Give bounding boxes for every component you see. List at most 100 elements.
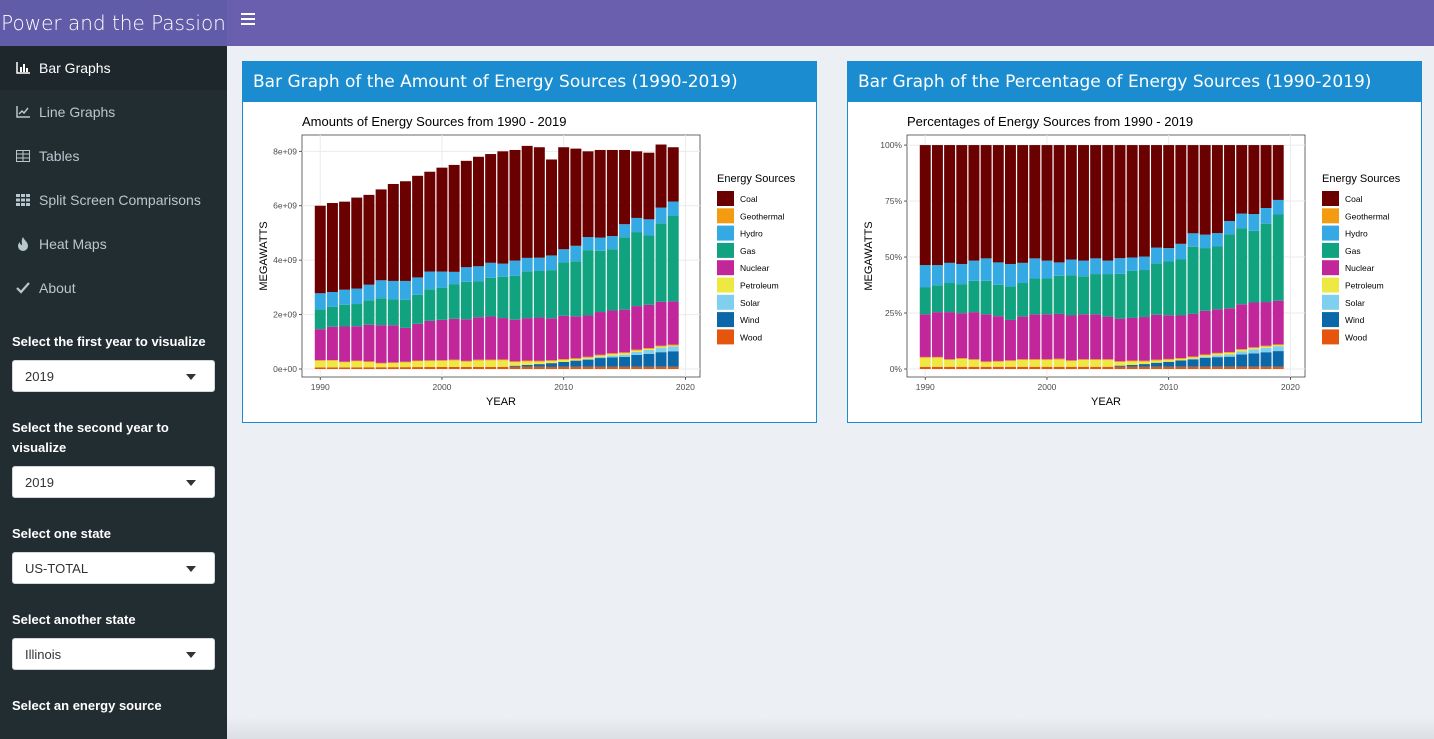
x-tick-label: 1990: [916, 382, 935, 392]
select-value: Illinois: [25, 646, 62, 662]
bar-hydro: [1126, 257, 1138, 271]
bar-wood: [1175, 366, 1187, 369]
y-tick-label: 75%: [885, 196, 902, 206]
bar-coal: [351, 197, 363, 289]
bar-wood: [351, 367, 363, 369]
bar-gas: [351, 304, 363, 327]
bar-gas: [1199, 248, 1211, 311]
bar-petroleum: [980, 362, 992, 367]
bar-petroleum: [521, 361, 533, 365]
bar-petroleum: [594, 355, 606, 357]
state-two-select[interactable]: Illinois: [12, 638, 215, 670]
bar-hydro: [1004, 263, 1016, 287]
bar-petroleum: [1138, 361, 1150, 365]
bar-coal: [1187, 145, 1199, 234]
bar-geothermal: [980, 361, 992, 363]
bar-petroleum: [375, 363, 387, 368]
bar-petroleum: [582, 357, 594, 359]
bar-nuclear: [1211, 309, 1223, 353]
bar-wood: [521, 366, 533, 369]
top-navbar: [227, 0, 1434, 46]
bar-hydro: [1272, 199, 1284, 215]
bar-wood: [594, 366, 606, 369]
x-tick-label: 2010: [1159, 382, 1178, 392]
sidebar-item-tables[interactable]: Tables: [0, 134, 227, 178]
menu-toggle-icon[interactable]: [241, 13, 255, 25]
bar-nuclear: [570, 316, 582, 359]
bar-hydro: [387, 280, 399, 300]
bar-wood: [631, 366, 643, 369]
sidebar-item-bar-graphs[interactable]: Bar Graphs: [0, 46, 227, 90]
legend-label: Petroleum: [1345, 281, 1384, 291]
bar-gas: [1126, 270, 1138, 318]
sidebar-item-heat-maps[interactable]: Heat Maps: [0, 222, 227, 266]
bar-petroleum: [509, 362, 521, 366]
bar-hydro: [980, 258, 992, 281]
bar-gas: [956, 284, 968, 314]
bar-nuclear: [1090, 314, 1102, 360]
sidebar-item-split-screen[interactable]: Split Screen Comparisons: [0, 178, 227, 222]
bar-solar: [1224, 354, 1236, 357]
bar-petroleum: [1090, 360, 1102, 367]
sidebar-item-about[interactable]: About: [0, 266, 227, 310]
bar-gas: [1114, 273, 1126, 319]
legend-label: Petroleum: [740, 281, 779, 291]
bar-geothermal: [1114, 361, 1126, 363]
bar-geothermal: [521, 360, 533, 362]
bar-petroleum: [1211, 353, 1223, 356]
y-tick-label: 8e+09: [273, 146, 297, 156]
bar-hydro: [1187, 233, 1199, 247]
bar-petroleum: [1126, 361, 1138, 365]
legend-swatch-coal: [717, 191, 734, 206]
y-tick-label: 25%: [885, 308, 902, 318]
state-one-select[interactable]: US-TOTAL: [12, 552, 215, 584]
legend-label: Geothermal: [740, 211, 785, 221]
chevron-down-icon: [186, 566, 196, 572]
legend-label: Wind: [1345, 315, 1365, 325]
legend-swatch-geothermal: [1322, 208, 1339, 224]
bar-petroleum: [533, 361, 545, 365]
x-axis-label: YEAR: [1091, 396, 1121, 408]
bar-wood: [1248, 366, 1260, 369]
bar-nuclear: [558, 315, 570, 360]
second-year-select[interactable]: 2019: [12, 466, 215, 498]
legend-label: Coal: [1345, 194, 1363, 204]
amount-bar-chart: Amounts of Energy Sources from 1990 - 20…: [258, 114, 796, 408]
bar-geothermal: [1090, 359, 1102, 361]
bar-wood: [1029, 366, 1041, 369]
bar-nuclear: [533, 317, 545, 361]
bar-coal: [944, 145, 956, 263]
bar-petroleum: [485, 360, 497, 367]
bar-petroleum: [339, 362, 351, 368]
sidebar-item-line-graphs[interactable]: Line Graphs: [0, 90, 227, 134]
bar-geothermal: [1224, 351, 1236, 353]
bar-petroleum: [558, 359, 570, 362]
bar-coal: [509, 149, 521, 261]
bar-nuclear: [339, 326, 351, 362]
sidebar-item-label: Heat Maps: [39, 236, 107, 252]
first-year-select[interactable]: 2019: [12, 360, 215, 392]
legend-label: Wood: [740, 332, 762, 342]
state-one-label: Select one state: [12, 526, 111, 541]
bar-geothermal: [1199, 354, 1211, 356]
bar-wood: [1114, 366, 1126, 369]
bar-coal: [931, 145, 943, 266]
chevron-down-icon: [186, 374, 196, 380]
bar-coal: [1151, 145, 1162, 248]
bar-coal: [521, 145, 533, 258]
bar-wood: [436, 366, 448, 369]
bar-petroleum: [1029, 360, 1041, 367]
bar-hydro: [968, 260, 980, 281]
bar-nuclear: [582, 315, 594, 357]
bar-hydro: [1041, 260, 1053, 279]
bar-wood: [387, 367, 399, 369]
bar-geothermal: [1041, 359, 1053, 361]
bar-solar: [1248, 349, 1260, 354]
bar-wood: [314, 367, 326, 369]
bar-gas: [460, 281, 472, 320]
bar-coal: [387, 183, 399, 281]
bar-gas: [1004, 286, 1016, 320]
bar-wood: [448, 366, 460, 369]
bar-coal: [473, 156, 484, 267]
bar-wood: [1163, 366, 1175, 369]
